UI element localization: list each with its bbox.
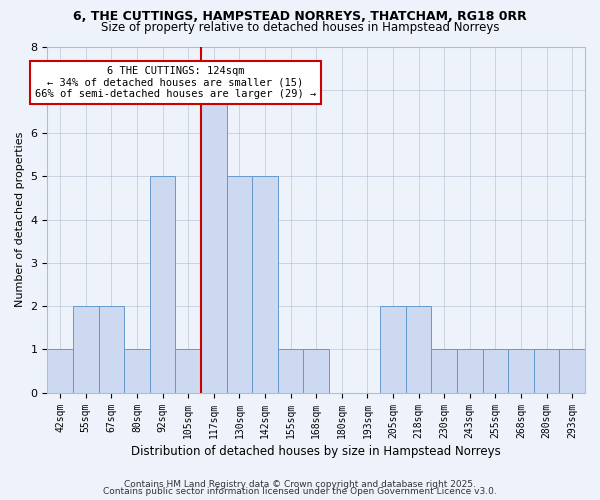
Bar <box>150 176 175 392</box>
Bar <box>508 350 534 393</box>
Text: Contains public sector information licensed under the Open Government Licence v3: Contains public sector information licen… <box>103 488 497 496</box>
Bar <box>124 350 150 393</box>
Bar <box>98 306 124 392</box>
Bar <box>227 176 252 392</box>
Bar <box>73 306 98 392</box>
Bar <box>380 306 406 392</box>
Bar <box>406 306 431 392</box>
Text: 6 THE CUTTINGS: 124sqm
← 34% of detached houses are smaller (15)
66% of semi-det: 6 THE CUTTINGS: 124sqm ← 34% of detached… <box>35 66 316 99</box>
Y-axis label: Number of detached properties: Number of detached properties <box>15 132 25 307</box>
Bar <box>534 350 559 393</box>
Text: 6, THE CUTTINGS, HAMPSTEAD NORREYS, THATCHAM, RG18 0RR: 6, THE CUTTINGS, HAMPSTEAD NORREYS, THAT… <box>73 10 527 23</box>
Bar <box>482 350 508 393</box>
Bar <box>201 90 227 392</box>
Text: Size of property relative to detached houses in Hampstead Norreys: Size of property relative to detached ho… <box>101 21 499 34</box>
Text: Contains HM Land Registry data © Crown copyright and database right 2025.: Contains HM Land Registry data © Crown c… <box>124 480 476 489</box>
X-axis label: Distribution of detached houses by size in Hampstead Norreys: Distribution of detached houses by size … <box>131 444 501 458</box>
Bar <box>431 350 457 393</box>
Bar <box>47 350 73 393</box>
Bar <box>304 350 329 393</box>
Bar <box>457 350 482 393</box>
Bar <box>175 350 201 393</box>
Bar <box>559 350 585 393</box>
Bar <box>278 350 304 393</box>
Bar <box>252 176 278 392</box>
